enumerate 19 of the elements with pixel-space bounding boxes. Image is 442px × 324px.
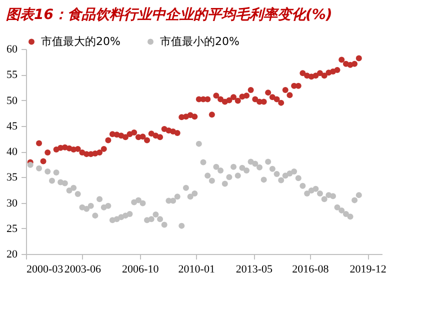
y-tick-label: 55	[6, 69, 18, 82]
x-tick-label: 2006-10	[122, 264, 160, 276]
legend-label: 市值最小的20%	[160, 34, 240, 48]
y-tick-label: 25	[6, 222, 18, 235]
y-tick-label: 40	[6, 146, 18, 158]
y-tick-label: 20	[6, 248, 18, 260]
y-tick-label: 45	[6, 120, 18, 132]
y-tick-label: 50	[6, 94, 18, 107]
x-tick-label: 2019-12	[350, 264, 386, 276]
y-tick-label: 35	[6, 172, 18, 184]
x-tick-label: 2000-03	[26, 264, 64, 276]
x-tick-label: 2016-08	[292, 264, 330, 276]
chart-title: 图表16：食品饮料行业中企业的平均毛利率变化(%)	[6, 6, 332, 23]
x-tick-label: 2010-01	[178, 264, 215, 276]
y-tick-label: 30	[6, 197, 18, 210]
legend-label: 市值最大的20%	[41, 34, 120, 48]
x-tick-label: 2003-06	[64, 264, 102, 276]
y-tick-label: 60	[6, 44, 18, 56]
x-tick-label: 2013-05	[236, 264, 274, 276]
